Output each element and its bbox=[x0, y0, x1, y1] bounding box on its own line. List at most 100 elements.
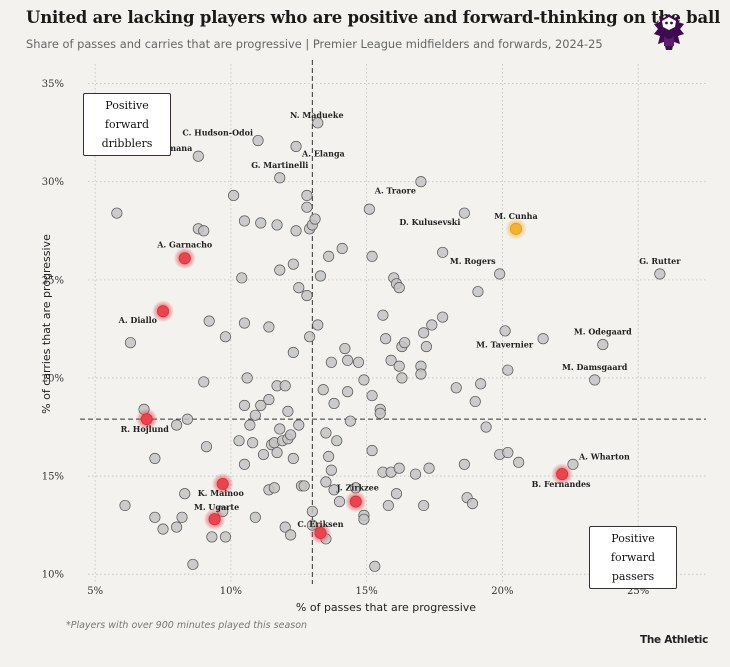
player-point-k-sulemana bbox=[192, 150, 204, 162]
player-point bbox=[249, 409, 261, 421]
player-point bbox=[393, 462, 405, 474]
player-point bbox=[287, 452, 299, 464]
player-point bbox=[271, 446, 283, 459]
highlight-point-c-eriksen bbox=[314, 527, 327, 539]
passers-quadrant-box: Positive forward passers bbox=[589, 526, 677, 589]
player-point bbox=[363, 203, 375, 215]
player-point bbox=[119, 499, 131, 512]
player-point bbox=[377, 309, 389, 321]
dribblers-box-line-1: Positive forward bbox=[104, 99, 150, 131]
player-point bbox=[333, 496, 346, 508]
player-label-k-mainoo: K. Mainoo bbox=[198, 488, 245, 498]
player-point bbox=[325, 464, 337, 476]
player-point bbox=[480, 421, 492, 433]
player-point bbox=[502, 364, 514, 376]
player-point bbox=[352, 356, 365, 368]
player-point bbox=[282, 405, 294, 417]
footnote: *Players with over 900 minutes played th… bbox=[66, 620, 308, 631]
player-point bbox=[219, 531, 232, 543]
player-label-r-hojlund: R. Hojlund bbox=[121, 424, 170, 434]
player-point bbox=[219, 331, 232, 343]
player-label-a-elanga: A. Elanga bbox=[301, 148, 345, 158]
player-point bbox=[309, 213, 321, 225]
player-point bbox=[236, 272, 248, 284]
premier-league-lion-logo bbox=[654, 14, 684, 50]
player-point bbox=[426, 319, 438, 331]
player-label-a-traore: A. Traore bbox=[374, 186, 416, 196]
player-point bbox=[437, 311, 449, 323]
player-point bbox=[366, 390, 378, 402]
gridlines bbox=[88, 64, 706, 584]
player-point bbox=[290, 225, 302, 237]
player-label-b-fernandes: B. Fernandes bbox=[532, 479, 591, 489]
highlight-point-m-cunha bbox=[510, 222, 522, 235]
player-point bbox=[336, 242, 348, 255]
player-label-j-zirkzee: J. Zirkzee bbox=[336, 483, 379, 493]
player-point bbox=[157, 523, 169, 535]
player-point bbox=[198, 225, 210, 237]
player-label-a-garnacho: A. Garnacho bbox=[156, 239, 213, 249]
player-point bbox=[409, 468, 422, 480]
y-axis-label: % of carries that are progressive bbox=[40, 234, 53, 414]
player-point bbox=[306, 505, 318, 517]
y-tick-label: 20% bbox=[42, 373, 64, 384]
player-point bbox=[198, 376, 210, 388]
player-label-a-diallo: A. Diallo bbox=[118, 315, 158, 325]
player-point bbox=[369, 560, 381, 572]
player-point bbox=[380, 333, 392, 345]
player-point bbox=[238, 458, 251, 470]
player-point bbox=[200, 441, 213, 453]
player-point-m-rogers bbox=[494, 268, 506, 280]
player-label-m-tavernier: M. Tavernier bbox=[476, 340, 534, 350]
player-point bbox=[502, 446, 514, 459]
player-point-g-martinelli bbox=[274, 172, 286, 184]
player-point bbox=[268, 482, 280, 494]
player-point bbox=[279, 380, 291, 392]
x-tick-label: 15% bbox=[356, 586, 378, 597]
player-point bbox=[342, 386, 354, 398]
player-point bbox=[233, 435, 245, 447]
player-point bbox=[423, 462, 435, 474]
player-point bbox=[382, 499, 394, 512]
player-point bbox=[393, 282, 405, 294]
highlight-point-j-zirkzee bbox=[349, 495, 362, 508]
player-point bbox=[228, 189, 240, 202]
player-point bbox=[420, 341, 432, 353]
player-point bbox=[149, 511, 161, 523]
player-point bbox=[323, 250, 335, 262]
player-point bbox=[238, 317, 251, 329]
player-point bbox=[328, 484, 340, 496]
player-point bbox=[513, 456, 525, 468]
player-point bbox=[320, 476, 332, 488]
player-point bbox=[293, 419, 305, 431]
highlight-point-a-diallo bbox=[157, 305, 169, 318]
player-point bbox=[393, 360, 405, 372]
player-point bbox=[312, 319, 324, 331]
player-point bbox=[293, 282, 305, 294]
x-tick-label: 10% bbox=[220, 586, 242, 597]
player-point bbox=[323, 450, 335, 463]
player-point-d-kulusevski bbox=[458, 207, 470, 219]
player-point-n-madueke bbox=[312, 117, 324, 129]
player-point-m-tavernier bbox=[537, 333, 549, 345]
player-point bbox=[179, 488, 191, 500]
player-label-m-rogers: M. Rogers bbox=[450, 256, 496, 266]
player-point bbox=[415, 368, 427, 380]
player-point bbox=[396, 372, 408, 384]
player-point bbox=[124, 337, 136, 349]
player-point bbox=[342, 354, 354, 366]
player-point bbox=[241, 372, 253, 384]
player-point bbox=[263, 321, 275, 333]
player-point bbox=[274, 264, 286, 276]
player-point-c-hudson-odoi bbox=[252, 134, 264, 147]
data-points bbox=[111, 117, 666, 572]
player-point bbox=[171, 419, 183, 431]
player-point bbox=[499, 325, 511, 337]
player-point bbox=[301, 201, 313, 213]
player-point bbox=[206, 531, 218, 543]
player-point bbox=[458, 458, 470, 470]
y-tick-label: 10% bbox=[42, 570, 64, 581]
highlight-point-r-hojlund bbox=[140, 413, 153, 426]
player-point bbox=[418, 327, 430, 339]
player-point bbox=[111, 207, 123, 219]
